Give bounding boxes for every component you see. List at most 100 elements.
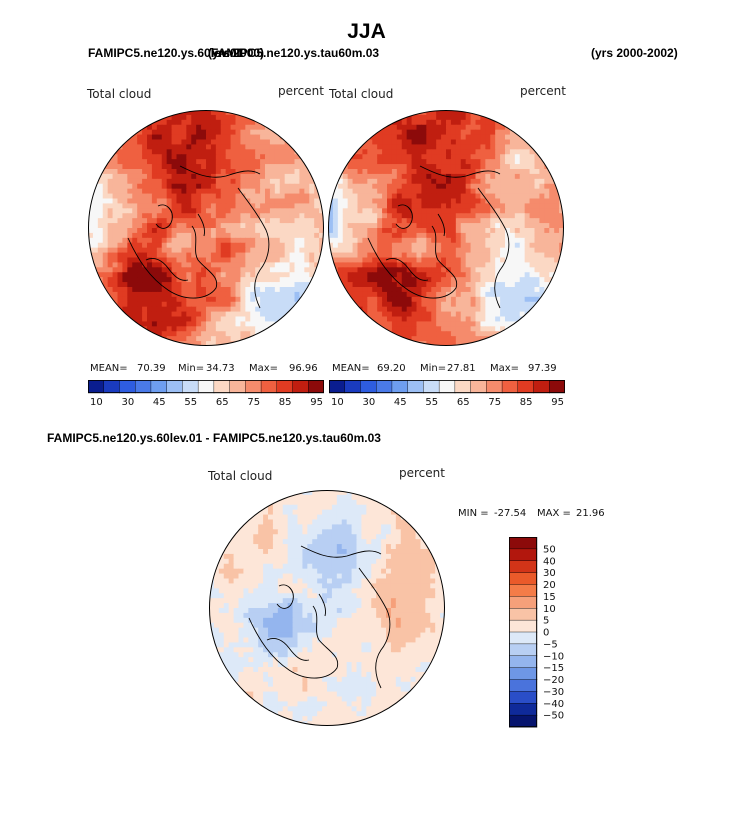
field-cell — [446, 208, 452, 214]
colorbar-swatch — [229, 380, 246, 394]
field-cell — [220, 208, 227, 214]
field-cell — [299, 149, 305, 155]
field-cell — [495, 193, 501, 200]
field-cell — [156, 331, 163, 337]
field-cell — [415, 578, 422, 585]
field-cell — [495, 129, 501, 136]
colorbar-tick-label: 10 — [90, 397, 103, 408]
field-cell — [460, 169, 467, 175]
field-cell — [475, 267, 482, 273]
field-cell — [529, 291, 536, 298]
field-cell — [539, 247, 545, 254]
field-cell — [132, 208, 138, 214]
field-cell — [509, 306, 516, 313]
field-cell — [147, 282, 153, 288]
field-cell — [366, 544, 372, 550]
field-cell — [436, 291, 442, 298]
field-cell — [201, 326, 207, 332]
field-cell — [470, 193, 477, 200]
field-cell — [382, 242, 388, 249]
field-cell — [529, 213, 536, 219]
colorbar-swatch — [119, 380, 136, 394]
field-cell — [215, 326, 222, 332]
field-cell — [362, 188, 368, 195]
field-cell — [416, 154, 423, 160]
field-cell — [336, 608, 343, 614]
field-cell — [391, 144, 398, 150]
field-cell — [294, 203, 301, 209]
field-cell — [213, 588, 220, 594]
field-cell — [490, 183, 496, 190]
field-cell — [196, 183, 202, 190]
field-cell — [376, 608, 382, 614]
field-cell — [230, 331, 237, 337]
field-cell — [297, 612, 304, 619]
field-cell — [465, 218, 472, 224]
field-cell — [465, 124, 472, 131]
field-cell — [132, 282, 138, 288]
field-cell — [352, 208, 359, 214]
field-cell — [416, 134, 423, 141]
field-cell — [225, 169, 232, 175]
field-cell — [372, 291, 378, 298]
field-cell — [215, 144, 222, 150]
field-cell — [176, 164, 183, 170]
field-cell — [400, 558, 407, 565]
field-cell — [346, 519, 353, 526]
field-cell — [509, 301, 516, 308]
field-cell — [322, 608, 328, 614]
field-cell — [549, 247, 555, 254]
field-cell — [186, 178, 192, 185]
field-cell — [500, 287, 506, 293]
field-cell — [132, 198, 138, 205]
colorbar-swatch — [245, 380, 262, 394]
field-cell — [176, 267, 183, 273]
field-cell — [225, 203, 232, 209]
field-cell — [352, 178, 359, 185]
field-cell — [519, 277, 526, 283]
colorbar-swatch — [533, 380, 550, 394]
field-cell — [331, 519, 338, 526]
field-cell — [341, 563, 348, 570]
field-cell — [539, 232, 545, 239]
field-cell — [142, 247, 148, 254]
field-cell — [341, 578, 348, 585]
field-cell — [470, 188, 477, 195]
field-cell — [411, 139, 418, 146]
field-cell — [514, 316, 521, 323]
field-cell — [127, 228, 133, 234]
field-cell — [166, 228, 173, 234]
field-cell — [245, 331, 251, 337]
field-cell — [137, 188, 143, 195]
field-cell — [426, 169, 432, 175]
field-cell — [258, 583, 264, 589]
field-cell — [446, 336, 452, 342]
field-cell — [347, 183, 354, 190]
field-cell — [440, 603, 445, 609]
field-cell — [269, 183, 276, 190]
field-cell — [240, 188, 246, 195]
field-cell — [304, 198, 310, 205]
field-cell — [302, 529, 308, 535]
field-cell — [122, 198, 128, 205]
field-cell — [390, 514, 397, 521]
field-cell — [455, 301, 462, 308]
field-cell — [260, 134, 266, 141]
field-cell — [147, 149, 153, 155]
field-cell — [361, 490, 367, 496]
field-cell — [485, 287, 491, 293]
field-cell — [455, 169, 462, 175]
field-cell — [387, 252, 393, 259]
field-cell — [328, 262, 334, 268]
field-cell — [287, 524, 294, 530]
colorbar-tick-label: 75 — [488, 397, 501, 408]
field-cell — [268, 514, 274, 521]
field-cell — [357, 262, 364, 268]
field-cell — [225, 129, 232, 136]
field-cell — [279, 164, 286, 170]
field-cell — [395, 558, 402, 565]
field-cell — [391, 262, 398, 268]
field-cell — [475, 149, 482, 155]
colorbar-swatch — [329, 380, 346, 394]
field-cell — [341, 529, 348, 535]
